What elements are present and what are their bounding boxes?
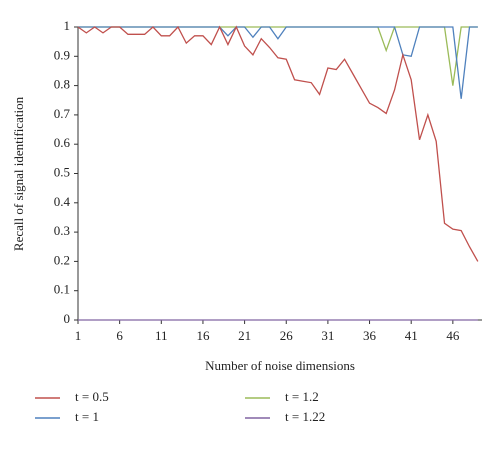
y-tick-label: 0.8 bbox=[54, 77, 70, 92]
y-tick-label: 0.5 bbox=[54, 164, 70, 179]
y-tick-label: 0.2 bbox=[54, 252, 70, 267]
y-tick-label: 0.1 bbox=[54, 282, 70, 297]
x-tick-label: 46 bbox=[446, 328, 460, 343]
x-axis-label: Number of noise dimensions bbox=[205, 358, 355, 373]
y-tick-label: 0.7 bbox=[54, 106, 71, 121]
x-tick-label: 11 bbox=[155, 328, 168, 343]
series-line bbox=[78, 26, 478, 86]
y-tick-label: 0 bbox=[64, 311, 71, 326]
legend-label: t = 1.22 bbox=[285, 409, 325, 424]
legend-label: t = 1 bbox=[75, 409, 99, 424]
y-tick-label: 0.4 bbox=[54, 194, 71, 209]
y-tick-label: 0.3 bbox=[54, 223, 70, 238]
series-line bbox=[77, 25, 479, 262]
y-tick-label: 0.6 bbox=[54, 135, 71, 150]
x-tick-label: 36 bbox=[363, 328, 377, 343]
series-line bbox=[78, 26, 478, 99]
x-tick-label: 1 bbox=[75, 328, 82, 343]
legend-label: t = 0.5 bbox=[75, 389, 109, 404]
x-tick-label: 21 bbox=[238, 328, 251, 343]
legend-label: t = 1.2 bbox=[285, 389, 319, 404]
x-tick-label: 31 bbox=[321, 328, 334, 343]
y-tick-label: 0.9 bbox=[54, 47, 70, 62]
y-tick-label: 1 bbox=[64, 18, 71, 33]
x-tick-label: 41 bbox=[405, 328, 418, 343]
y-axis-label: Recall of signal identification bbox=[11, 96, 26, 251]
x-tick-label: 6 bbox=[116, 328, 123, 343]
x-tick-label: 16 bbox=[196, 328, 210, 343]
x-tick-label: 26 bbox=[280, 328, 294, 343]
